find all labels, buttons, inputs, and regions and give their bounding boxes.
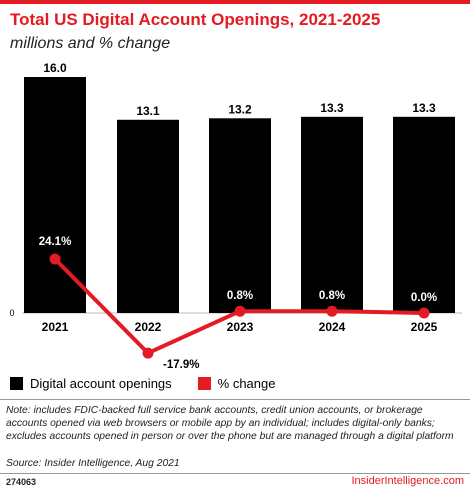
x-tick-label-2022: 2022: [135, 320, 162, 334]
pct-label-2025: 0.0%: [411, 292, 437, 304]
x-tick-label-2025: 2025: [411, 320, 438, 334]
bar-value-label-2024: 13.3: [320, 101, 344, 115]
pct-label-2024: 0.8%: [319, 290, 345, 302]
pct-point-2021: [49, 253, 61, 265]
bar-value-label-2025: 13.3: [412, 101, 436, 115]
bar-value-label-2021: 16.0: [43, 61, 67, 75]
top-accent-bar: [0, 0, 470, 4]
legend-swatch-bar: [10, 377, 23, 390]
pct-label-2022: -17.9%: [163, 359, 199, 371]
bar-2025: [393, 116, 455, 313]
pct-point-2025: [418, 307, 430, 319]
legend-item-line: % change: [197, 376, 276, 391]
bar-2023: [209, 118, 271, 313]
chart-subtitle: millions and % change: [10, 35, 171, 52]
chart-note: Note: includes FDIC-backed full service …: [6, 405, 454, 442]
chart-id: 274063: [6, 477, 37, 487]
chart-legend: Digital account openings % change: [10, 376, 301, 391]
bar-value-label-2023: 13.2: [228, 102, 252, 116]
pct-label-2023: 0.8%: [227, 290, 253, 302]
divider: [0, 399, 470, 400]
x-tick-label-2021: 2021: [42, 320, 69, 334]
chart-source: Source: Insider Intelligence, Aug 2021: [6, 458, 180, 469]
pct-label-2021: 24.1%: [39, 236, 72, 248]
legend-label-bar: Digital account openings: [30, 376, 172, 391]
brand-link[interactable]: InsiderIntelligence.com: [351, 475, 464, 487]
pct-point-2023: [234, 305, 246, 317]
bar-2022: [117, 119, 179, 314]
pct-point-2024: [326, 305, 338, 317]
bar-2021: [24, 77, 86, 313]
footer-divider: [0, 473, 470, 474]
bar-value-label-2022: 13.1: [136, 104, 160, 118]
pct-point-2022: [142, 347, 154, 359]
combo-chart: 0 16.0 13.1 13.2 13.3 13.3 2021 2022 2023 2024 202…: [9, 61, 462, 371]
bar-2024: [301, 116, 363, 313]
chart-title: Total US Digital Account Openings, 2021-…: [10, 10, 381, 29]
y-axis-zero-label: 0: [9, 308, 14, 318]
legend-item-bar: Digital account openings: [10, 376, 172, 391]
legend-swatch-line: [197, 377, 211, 390]
legend-label-line: % change: [217, 376, 276, 391]
x-tick-label-2023: 2023: [227, 320, 254, 334]
x-tick-label-2024: 2024: [319, 320, 346, 334]
